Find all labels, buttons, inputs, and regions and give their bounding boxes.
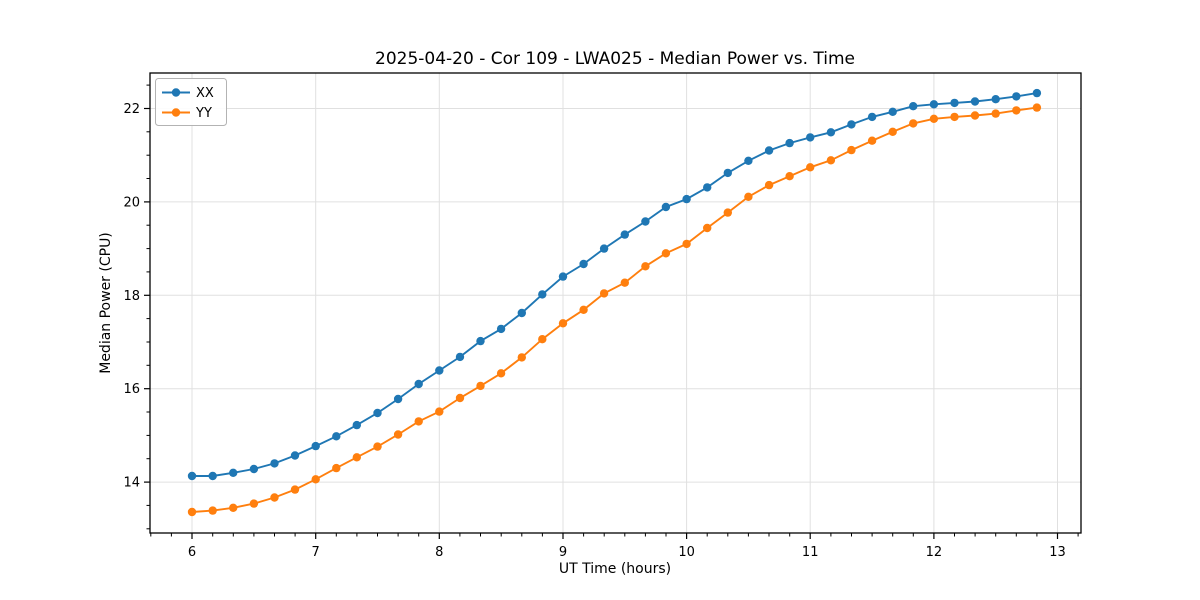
- data-series-layer: [187, 88, 1042, 517]
- chart-title: 2025-04-20 - Cor 109 - LWA025 - Median P…: [375, 49, 855, 69]
- svg-text:20: 20: [123, 195, 140, 210]
- svg-text:11: 11: [802, 545, 819, 560]
- legend-marker-xx: [171, 88, 181, 97]
- grid-lines: [150, 73, 1081, 533]
- svg-text:13: 13: [1049, 545, 1066, 560]
- plot-border: [149, 72, 1082, 534]
- svg-text:6: 6: [188, 545, 196, 560]
- svg-text:14: 14: [123, 476, 140, 491]
- legend: XX YY: [155, 78, 227, 126]
- svg-text:18: 18: [123, 289, 140, 304]
- legend-box: [155, 78, 227, 126]
- legend-label-yy: YY: [195, 106, 212, 121]
- axis-tick-labels: 6 7 8 9 10 11 12 13 14 16 18 20 22: [123, 102, 1065, 560]
- y-axis-label: Median Power (CPU): [98, 232, 114, 374]
- svg-text:22: 22: [123, 102, 140, 117]
- x-axis-label: UT Time (hours): [559, 561, 671, 577]
- axis-ticks: [144, 84, 1079, 539]
- svg-text:7: 7: [312, 545, 320, 560]
- legend-label-xx: XX: [196, 86, 214, 101]
- svg-text:8: 8: [435, 545, 443, 560]
- legend-marker-yy: [171, 108, 181, 117]
- svg-text:10: 10: [678, 545, 695, 560]
- svg-text:12: 12: [926, 545, 943, 560]
- svg-text:9: 9: [559, 545, 567, 560]
- svg-text:16: 16: [123, 382, 140, 397]
